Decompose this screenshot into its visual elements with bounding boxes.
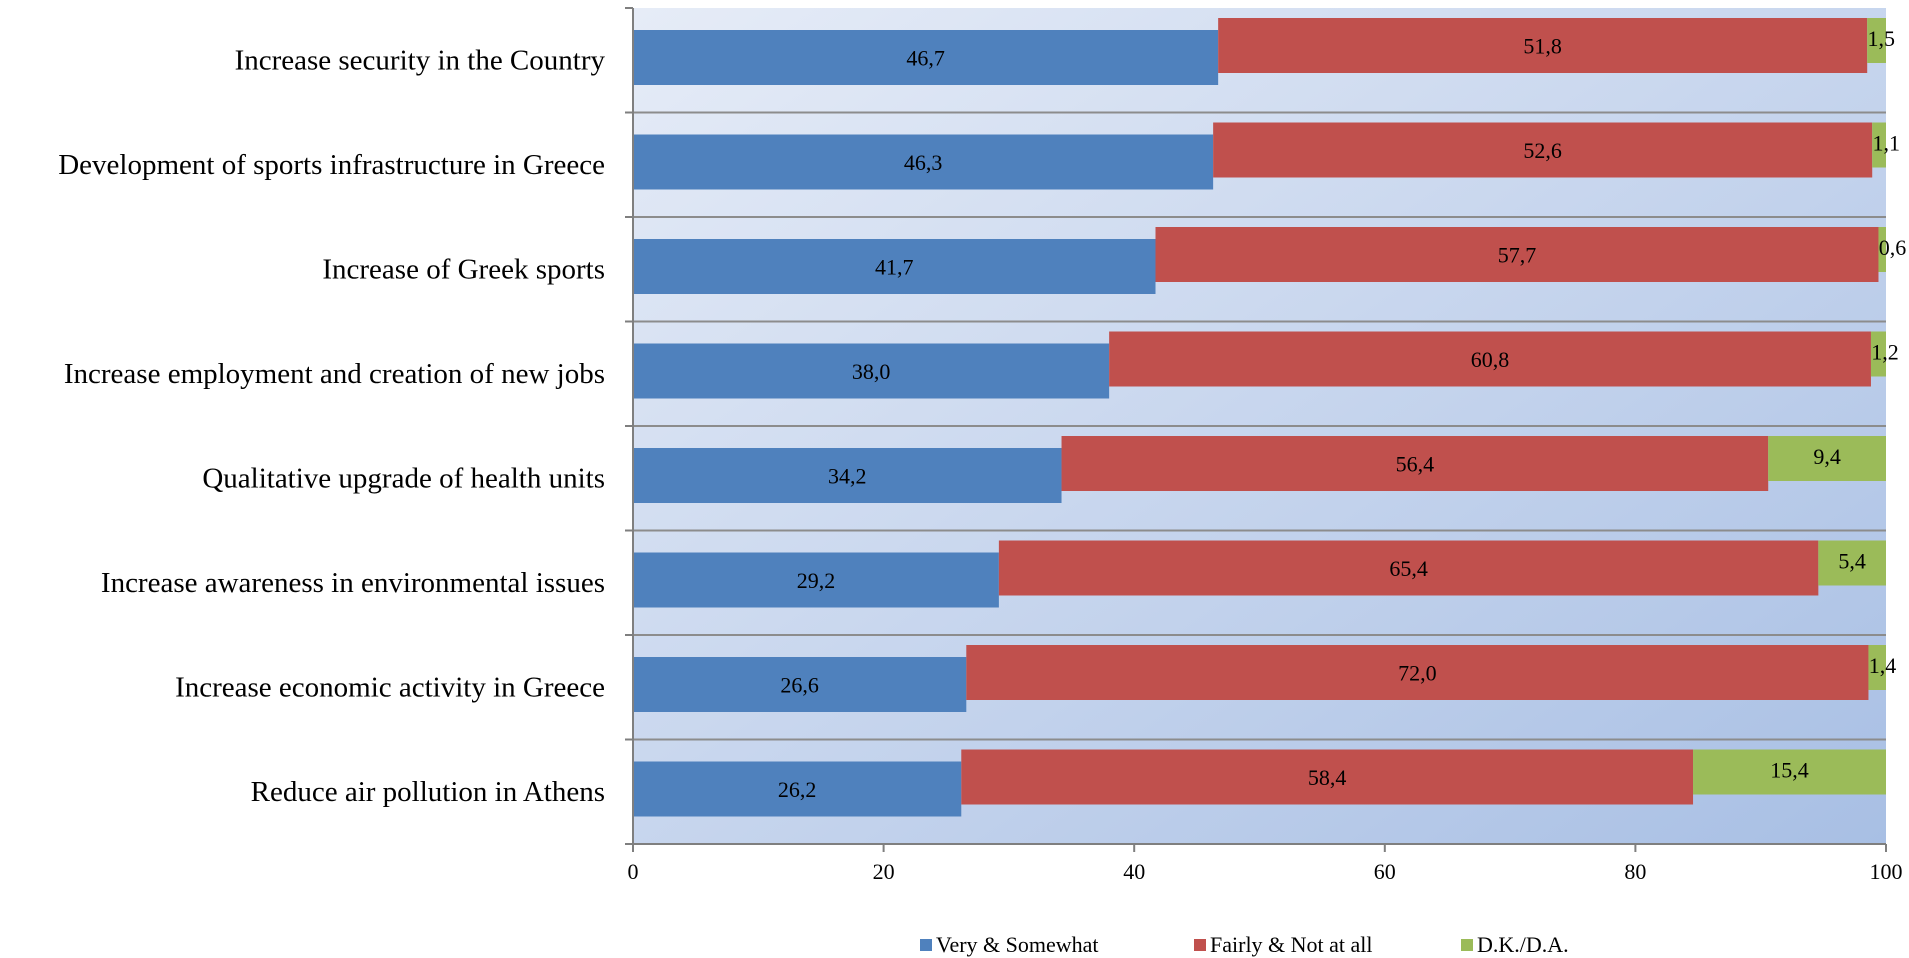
bar-dk-da bbox=[1868, 645, 1886, 690]
data-label: 60,8 bbox=[1471, 347, 1510, 372]
data-label: 57,7 bbox=[1498, 243, 1537, 268]
data-label: 34,2 bbox=[828, 464, 867, 489]
data-label: 1,1 bbox=[1872, 131, 1900, 156]
bar-fairly-not-at-all bbox=[1218, 18, 1868, 73]
category-label: Increase of Greek sports bbox=[322, 253, 605, 285]
bar-dk-da bbox=[1870, 331, 1886, 377]
bar-fairly-not-at-all bbox=[966, 645, 1869, 700]
data-labels: 46,7 51,8 1,5 46,3 52,6 1,1 41,7 57,7 0,6 38,0 60,… bbox=[778, 26, 1906, 802]
bar-dk-da bbox=[1693, 749, 1886, 795]
legend-label: D.K./D.A. bbox=[1477, 932, 1569, 957]
bar-dk-da bbox=[1818, 540, 1886, 586]
bar-very-somewhat bbox=[633, 343, 1110, 399]
bar-very-somewhat bbox=[633, 134, 1214, 190]
data-label: 1,5 bbox=[1867, 26, 1895, 51]
bar-very-somewhat bbox=[633, 30, 1219, 85]
data-label: 1,4 bbox=[1869, 653, 1897, 678]
category-label: Increase security in the Country bbox=[235, 44, 606, 76]
data-label: 58,4 bbox=[1308, 765, 1347, 790]
x-tick-label: 80 bbox=[1624, 859, 1646, 884]
bar-fairly-not-at-all bbox=[1155, 227, 1879, 282]
data-label: 0,6 bbox=[1879, 235, 1907, 260]
category-label: Increase employment and creation of new … bbox=[64, 358, 605, 390]
category-label: Qualitative upgrade of health units bbox=[202, 462, 605, 494]
category-label: Reduce air pollution in Athens bbox=[251, 776, 605, 808]
bar-fairly-not-at-all bbox=[1109, 331, 1871, 387]
data-label: 9,4 bbox=[1813, 444, 1841, 469]
bar-very-somewhat bbox=[633, 657, 967, 712]
data-label: 65,4 bbox=[1389, 556, 1428, 581]
data-label: 41,7 bbox=[875, 255, 914, 280]
x-tick-label: 100 bbox=[1870, 859, 1903, 884]
legend-swatch bbox=[920, 939, 932, 951]
bar-dk-da bbox=[1867, 18, 1886, 63]
bar-dk-da bbox=[1768, 436, 1886, 481]
bars bbox=[633, 18, 1886, 817]
bar-dk-da bbox=[1872, 122, 1886, 168]
data-label: 1,2 bbox=[1871, 340, 1899, 365]
data-label: 52,6 bbox=[1523, 138, 1562, 163]
bar-fairly-not-at-all bbox=[1213, 122, 1873, 178]
legend-swatch bbox=[1194, 939, 1206, 951]
data-label: 38,0 bbox=[852, 359, 891, 384]
data-label: 72,0 bbox=[1398, 661, 1437, 686]
bar-fairly-not-at-all bbox=[961, 749, 1694, 805]
bar-very-somewhat bbox=[633, 552, 999, 608]
x-tick-label: 60 bbox=[1374, 859, 1396, 884]
axes: Increase security in the Country Developm… bbox=[58, 7, 1903, 884]
legend-label: Fairly & Not at all bbox=[1210, 932, 1373, 957]
legend-label: Very & Somewhat bbox=[936, 932, 1099, 957]
data-label: 46,7 bbox=[906, 46, 945, 71]
bar-dk-da bbox=[1878, 227, 1886, 272]
data-label: 15,4 bbox=[1770, 758, 1809, 783]
x-tick-label: 0 bbox=[628, 859, 639, 884]
data-label: 5,4 bbox=[1838, 549, 1866, 574]
legend-swatch bbox=[1461, 939, 1473, 951]
bar-very-somewhat bbox=[633, 448, 1062, 503]
data-label: 26,6 bbox=[780, 673, 819, 698]
bar-fairly-not-at-all bbox=[998, 540, 1819, 596]
data-label: 56,4 bbox=[1396, 452, 1435, 477]
x-tick-label: 40 bbox=[1123, 859, 1145, 884]
data-label: 46,3 bbox=[904, 150, 943, 175]
legend: Very & Somewhat Fairly & Not at all D.K./D… bbox=[920, 932, 1569, 957]
bar-fairly-not-at-all bbox=[1061, 436, 1769, 491]
data-label: 29,2 bbox=[797, 568, 836, 593]
category-label: Increase economic activity in Greece bbox=[175, 671, 605, 703]
data-label: 26,2 bbox=[778, 777, 817, 802]
x-tick-label: 20 bbox=[873, 859, 895, 884]
bar-very-somewhat bbox=[633, 239, 1156, 294]
category-label: Increase awareness in environmental issu… bbox=[101, 567, 605, 599]
gridlines bbox=[633, 111, 1886, 741]
category-label: Development of sports infrastructure in … bbox=[58, 149, 605, 181]
bar-very-somewhat bbox=[633, 761, 962, 817]
data-label: 51,8 bbox=[1523, 34, 1562, 59]
